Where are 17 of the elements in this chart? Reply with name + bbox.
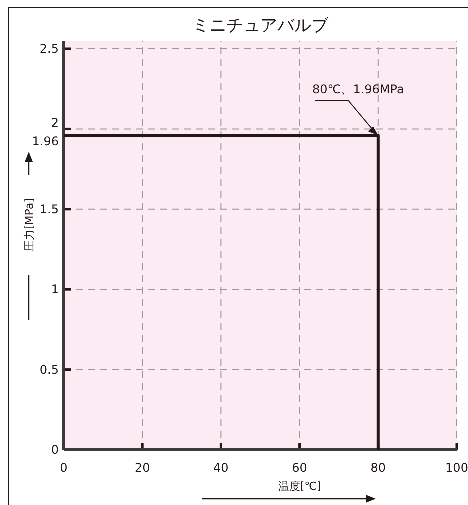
- annotation: 80℃、1.96MPa: [312, 82, 404, 97]
- y-tick-label: 2.5: [40, 42, 59, 56]
- x-tick-label: 40: [214, 461, 229, 475]
- y-tick-label: 0: [51, 443, 59, 457]
- x-axis-title: 温度[℃]: [278, 480, 322, 493]
- y-tick-label: 2: [51, 116, 59, 130]
- x-tick-label: 60: [292, 461, 308, 475]
- x-tick-label: 100: [446, 461, 468, 475]
- y-tick-label: 1.5: [40, 202, 59, 216]
- chart-title: ミニチュアバルブ: [192, 16, 330, 36]
- y-tick-label: 0.5: [40, 362, 59, 377]
- x-tick-label: 20: [134, 461, 150, 475]
- x-tick-label: 0: [60, 461, 68, 475]
- y-tick-label: 1.96: [32, 134, 59, 149]
- y-tick-label: 1: [51, 282, 59, 297]
- y-axis-title: 圧力[MPa]: [23, 198, 36, 252]
- x-tick-label: 80: [370, 461, 386, 475]
